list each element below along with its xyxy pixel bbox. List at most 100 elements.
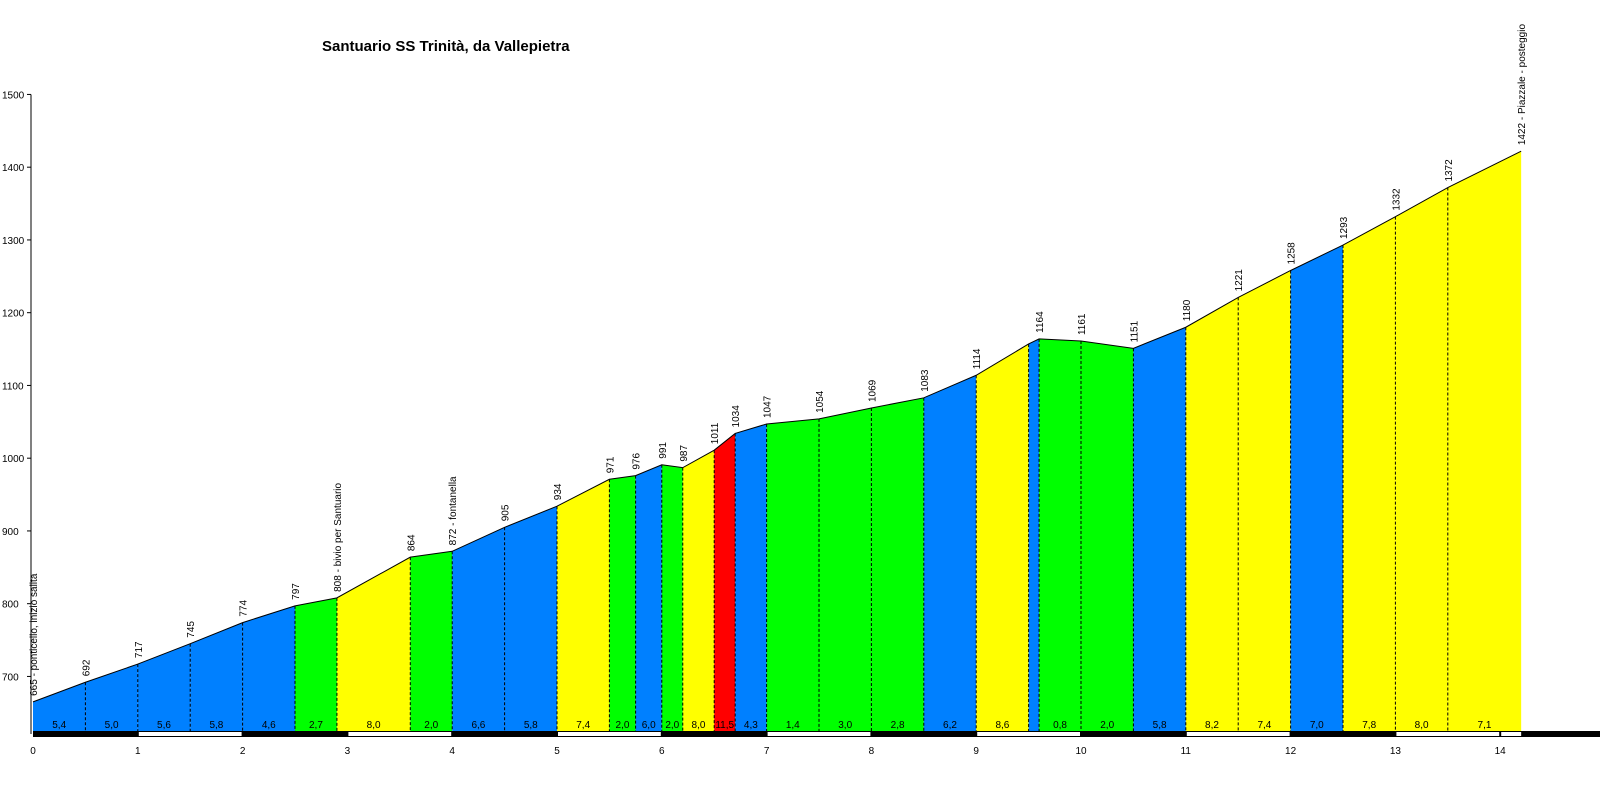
elevation-label: 976 <box>632 453 643 470</box>
x-tick-label: 5 <box>554 746 560 757</box>
gradient-label: 8,0 <box>367 720 381 731</box>
elevation-label: 1258 <box>1287 242 1298 265</box>
segment-dividers <box>84 187 1449 734</box>
y-tick-label: 1100 <box>2 381 24 392</box>
x-tick-label: 6 <box>659 746 665 757</box>
gradient-label: 3,0 <box>838 720 852 731</box>
segment-area <box>714 433 736 734</box>
gradient-label: 2,0 <box>616 720 630 731</box>
gradient-label: 5,8 <box>1153 720 1167 731</box>
gradient-label: 7,4 <box>1257 720 1271 731</box>
elevation-label: 991 <box>658 442 669 459</box>
x-tick-label: 4 <box>449 746 455 757</box>
x-tick-label: 10 <box>1075 746 1087 757</box>
segment-area <box>85 664 138 734</box>
chart-title: Santuario SS Trinità, da Vallepietra <box>322 38 570 55</box>
segment-area <box>661 464 683 734</box>
elevation-label: 1047 <box>763 395 774 418</box>
segment-area <box>923 375 977 734</box>
y-tick-label: 1000 <box>2 454 25 465</box>
elevation-label: 1011 <box>710 422 721 444</box>
elevation-label: 864 <box>406 534 417 551</box>
elevation-label: 692 <box>81 659 92 676</box>
y-tick-label: 1400 <box>2 163 25 174</box>
segment-area <box>1133 327 1186 734</box>
gradient-label: 7,8 <box>1362 720 1376 731</box>
gradient-label: 6,2 <box>943 720 957 731</box>
gradient-label: 7,0 <box>1310 720 1324 731</box>
segment-area <box>976 343 1029 734</box>
elevation-label: 665 - ponticello, inizio salita <box>29 573 40 696</box>
elevation-label: 808 - bivio per Santuario <box>333 482 344 591</box>
gradient-label: 0,8 <box>1053 720 1067 731</box>
elevation-label: 1161 <box>1077 313 1088 335</box>
segment-area <box>1185 297 1239 734</box>
segment-area <box>1447 151 1522 734</box>
elevation-label: 1151 <box>1129 320 1140 342</box>
elevation-label: 1034 <box>731 405 742 428</box>
gradient-label: 2,0 <box>665 720 679 731</box>
segment-area <box>609 475 636 734</box>
elevation-label: 1221 <box>1234 269 1245 292</box>
segment-area <box>33 682 86 734</box>
gradient-label: 8,6 <box>995 720 1009 731</box>
elevation-label: 1083 <box>920 369 931 392</box>
segment-area <box>295 597 337 734</box>
gradient-label: 5,8 <box>524 720 538 731</box>
y-tick-label: 1500 <box>2 90 25 101</box>
gradient-label: 7,4 <box>576 720 590 731</box>
gradient-label: 4,3 <box>744 720 758 731</box>
segment-area <box>1039 338 1081 734</box>
elevation-label: 987 <box>679 445 690 462</box>
x-tick-label: 2 <box>240 746 246 757</box>
elevation-label: 934 <box>553 483 564 500</box>
gradient-label: 5,6 <box>157 720 171 731</box>
gradient-label: 7,1 <box>1478 720 1492 731</box>
segment-area <box>190 622 243 734</box>
elevation-label: 872 - fontanella <box>448 476 459 545</box>
scale-bar-white <box>1186 732 1290 736</box>
gradient-label: 2,0 <box>1100 720 1114 731</box>
profile-outline <box>32 150 1522 703</box>
segment-area <box>871 397 924 734</box>
segment-area <box>410 551 453 734</box>
elevation-label: 1293 <box>1339 216 1350 239</box>
gradient-label: 6,6 <box>471 720 485 731</box>
y-tick-label: 900 <box>2 527 19 538</box>
x-tick-label: 11 <box>1181 746 1192 757</box>
segment-area <box>766 418 819 734</box>
elevation-label: 745 <box>186 621 197 638</box>
scale-bar-white <box>767 732 871 736</box>
elevation-label: 1372 <box>1444 159 1455 182</box>
x-tick-label: 8 <box>869 746 875 757</box>
segment-area <box>452 527 505 734</box>
elevation-label: 1114 <box>972 348 983 369</box>
gradient-label: 8,2 <box>1205 720 1219 731</box>
elevation-label: 905 <box>501 504 512 521</box>
segment-area <box>137 643 191 734</box>
segment-area <box>682 450 715 734</box>
gradient-labels: 5,4 5,0 5,6 5,8 4,6 2,7 8,0 2,0 6,6 5,8 7,4 2,0 6,0 2… <box>52 720 1492 731</box>
elevation-label: 774 <box>239 599 250 616</box>
scale-bar-white <box>1396 732 1500 736</box>
profile-line <box>32 150 1522 703</box>
elevation-label: 717 <box>134 641 145 658</box>
gradient-areas <box>33 151 1522 735</box>
gradient-label: 5,4 <box>52 720 66 731</box>
y-tick-label: 1300 <box>2 236 25 247</box>
segment-area <box>735 423 767 734</box>
gradient-label: 2,8 <box>891 720 905 731</box>
x-tick-label: 9 <box>973 746 979 757</box>
gradient-label: 1,4 <box>786 720 800 731</box>
y-tick-label: 700 <box>2 672 19 683</box>
x-tick-label: 14 <box>1495 746 1507 757</box>
elevation-labels: 665 - ponticello, inizio salita 692 717 745… <box>29 24 1528 696</box>
x-tick-label: 0 <box>30 746 36 757</box>
segment-area <box>819 407 872 734</box>
gradient-label: 8,0 <box>1415 720 1429 731</box>
segment-area <box>1343 216 1396 735</box>
elevation-label: 1180 <box>1182 299 1193 321</box>
segment-area <box>557 479 610 734</box>
y-tick-label: 800 <box>2 600 19 611</box>
gradient-label: 11,5 <box>715 720 734 731</box>
